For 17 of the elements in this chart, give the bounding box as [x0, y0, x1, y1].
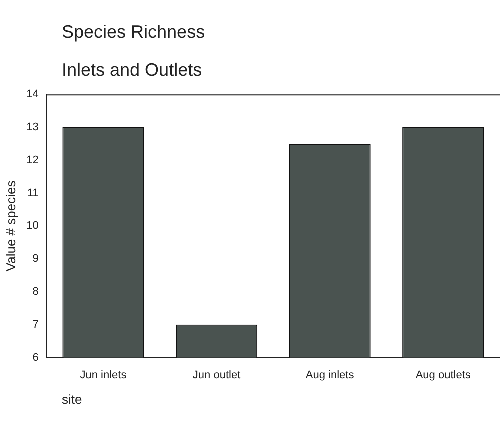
y-tick-label: 11	[27, 187, 39, 200]
y-tick-label: 14	[26, 88, 39, 101]
y-tick-label: 12	[26, 154, 39, 166]
y-tick-label: 8	[32, 286, 39, 298]
x-tick-label: Jun outlet	[192, 369, 241, 382]
chart-title: Species Richness	[62, 22, 206, 43]
y-tick-label: 6	[32, 352, 39, 364]
x-tick-label: Aug inlets	[306, 369, 355, 382]
y-tick-label: 7	[32, 318, 39, 331]
y-tick-label: 10	[26, 220, 39, 232]
y-tick-label: 9	[32, 253, 39, 266]
y-tick-label: 13	[26, 122, 39, 134]
x-axis-title: site	[62, 392, 82, 407]
x-tick-label: Aug outlets	[416, 369, 472, 382]
y-axis-title: Value # species	[3, 180, 18, 272]
x-tick-label: Jun inlets	[80, 369, 128, 382]
chart-subtitle: Inlets and Outlets	[62, 60, 202, 81]
